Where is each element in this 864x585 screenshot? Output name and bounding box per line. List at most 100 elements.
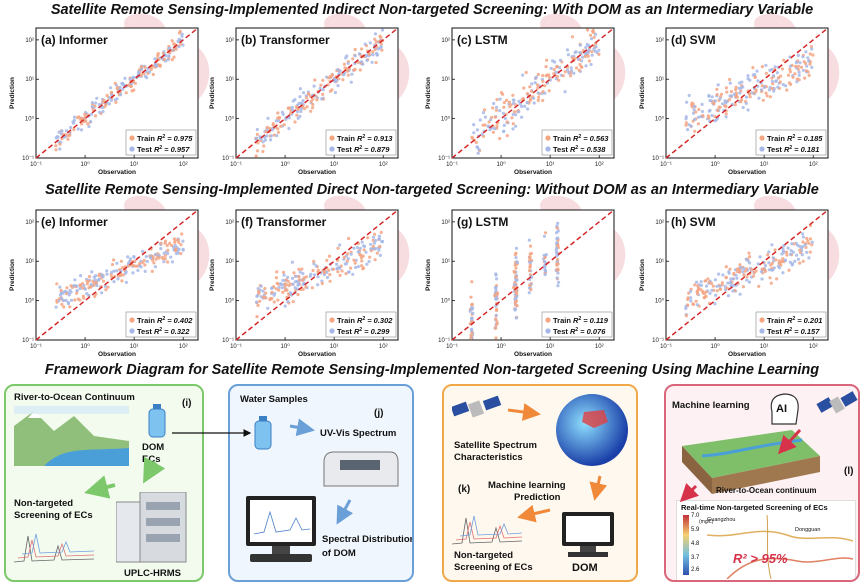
- train-point: [701, 114, 705, 118]
- test-point: [320, 279, 324, 283]
- test-point: [124, 270, 128, 274]
- test-point: [69, 290, 73, 294]
- train-point: [85, 282, 89, 286]
- x-tick-label: 10²: [179, 162, 188, 168]
- scatter-panel-4: 10⁻¹10⁻¹ 10⁰ 10⁰ 10¹ 10¹ 10² 10² (d) SVM Observa…: [639, 13, 840, 176]
- test-point: [784, 84, 788, 88]
- train-point: [177, 31, 182, 35]
- train-point: [782, 58, 786, 62]
- train-point: [505, 134, 509, 138]
- test-point: [715, 284, 719, 288]
- test-point: [563, 90, 567, 94]
- test-point: [566, 53, 571, 57]
- train-point: [374, 61, 378, 65]
- test-point: [159, 247, 163, 251]
- legend-box: [755, 311, 827, 338]
- train-point: [494, 336, 498, 340]
- train-point: [571, 56, 575, 60]
- train-point: [341, 78, 345, 82]
- legend-box: [125, 311, 197, 338]
- legend-test-label: Test R2 = 0.181: [767, 145, 819, 154]
- legend-test-label: Test R2 = 0.957: [137, 145, 190, 154]
- train-point: [115, 86, 119, 90]
- test-point: [120, 82, 124, 86]
- train-point: [311, 268, 315, 273]
- train-point: [769, 281, 773, 285]
- train-point: [80, 122, 84, 126]
- test-point: [480, 132, 484, 136]
- test-point: [707, 109, 711, 113]
- train-point: [470, 302, 474, 306]
- train-point: [172, 55, 176, 59]
- test-point: [511, 127, 515, 131]
- test-point: [721, 102, 725, 106]
- test-point: [528, 261, 532, 265]
- globe-icon: [556, 394, 628, 466]
- train-point: [349, 266, 353, 270]
- test-point: [64, 129, 69, 133]
- test-point: [526, 107, 530, 111]
- train-point: [548, 76, 552, 80]
- test-point: [166, 251, 170, 256]
- dom-computer-icon: [562, 512, 614, 557]
- train-point: [495, 309, 499, 313]
- y-axis-label: Prediction: [425, 259, 432, 291]
- test-point: [147, 70, 152, 74]
- test-point: [256, 287, 260, 291]
- train-point: [779, 74, 783, 78]
- test-point: [594, 45, 598, 49]
- test-point: [803, 243, 807, 247]
- train-point: [691, 102, 695, 106]
- y-tick-label: 10⁰: [655, 116, 665, 123]
- test-point: [532, 101, 536, 105]
- test-point: [739, 265, 743, 269]
- test-point: [796, 257, 801, 261]
- test-point: [738, 292, 742, 296]
- train-point: [760, 84, 764, 88]
- y-axis-label: Prediction: [639, 77, 646, 109]
- train-point: [469, 336, 473, 340]
- of-dom-label: of DOM: [322, 548, 356, 559]
- test-point: [124, 280, 128, 284]
- test-point: [67, 293, 71, 297]
- test-point: [512, 98, 516, 102]
- test-point: [554, 77, 558, 81]
- x-tick-label: 10⁻¹: [660, 162, 672, 168]
- train-point: [276, 111, 280, 115]
- test-point: [523, 104, 527, 108]
- train-point: [810, 243, 814, 247]
- test-point: [710, 95, 714, 99]
- train-point: [158, 63, 162, 67]
- train-point: [541, 73, 545, 78]
- test-point: [358, 246, 362, 250]
- test-point: [555, 241, 559, 245]
- train-point: [304, 285, 308, 289]
- water-samples-label: Water Samples: [240, 394, 308, 405]
- l-ml-label: Machine learning: [672, 400, 750, 411]
- test-point: [174, 251, 178, 256]
- legend-train-marker: [329, 135, 335, 141]
- train-point: [522, 86, 526, 90]
- test-point: [580, 55, 585, 59]
- framework-box-satellite-prediction: Satellite Spectrum Characteristics (k) M…: [442, 384, 638, 582]
- test-point: [695, 303, 699, 307]
- test-point: [574, 50, 578, 54]
- indirect-section-title: Satellite Remote Sensing-Implemented Ind…: [50, 2, 814, 18]
- city-dongguan: Dongguan: [795, 527, 821, 533]
- train-point: [134, 264, 138, 268]
- train-point: [494, 292, 499, 296]
- test-point: [162, 260, 166, 264]
- test-point: [78, 286, 82, 291]
- train-point: [66, 137, 70, 141]
- train-point: [276, 298, 280, 302]
- test-point: [810, 47, 814, 51]
- test-point: [290, 105, 294, 109]
- test-point: [105, 272, 109, 276]
- test-point: [167, 46, 171, 50]
- test-point: [254, 137, 258, 141]
- test-point: [290, 260, 294, 264]
- top-density-shape: [324, 195, 366, 210]
- computer-monitor-icon: [246, 496, 316, 562]
- train-point: [494, 108, 498, 112]
